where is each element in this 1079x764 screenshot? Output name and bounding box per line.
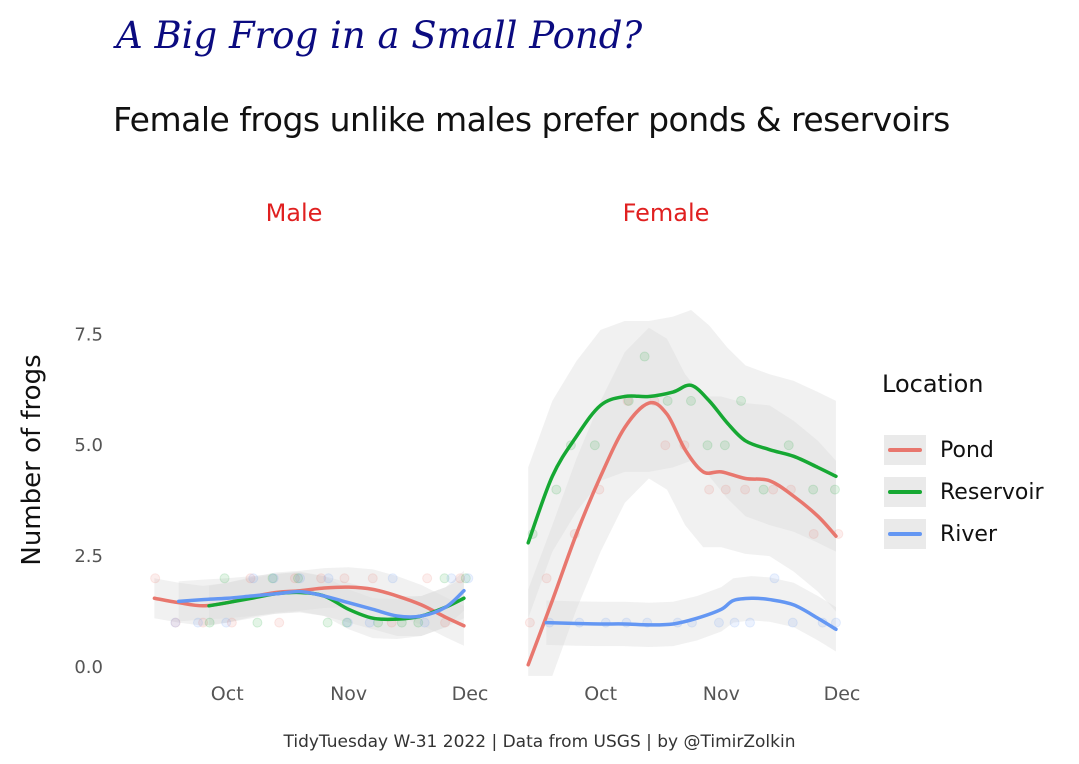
data-point-pond bbox=[720, 484, 731, 495]
data-point-river bbox=[745, 617, 756, 628]
data-point-river bbox=[713, 617, 724, 628]
data-point-reservoir bbox=[204, 617, 215, 628]
data-point-river bbox=[830, 617, 841, 628]
data-point-river bbox=[248, 573, 259, 584]
data-point-river bbox=[463, 573, 474, 584]
series-line-male-river bbox=[176, 588, 466, 619]
data-point-river bbox=[323, 573, 334, 584]
legend-label-reservoir: Reservoir bbox=[940, 479, 1044, 505]
data-point-reservoir bbox=[736, 395, 747, 406]
data-point-pond bbox=[198, 617, 209, 628]
chart-caption: TidyTuesday W-31 2022 | Data from USGS |… bbox=[283, 732, 796, 752]
confidence-band-female-pond bbox=[528, 327, 836, 676]
y-tick-label: 5.0 bbox=[74, 435, 103, 456]
x-tick-label: Dec bbox=[824, 683, 861, 705]
y-tick-label: 7.5 bbox=[74, 324, 103, 345]
y-tick-label: 0.0 bbox=[74, 657, 103, 678]
data-point-river bbox=[192, 617, 203, 628]
data-point-reservoir bbox=[551, 484, 562, 495]
legend-swatch-reservoir bbox=[888, 490, 922, 494]
confidence-band-male-reservoir bbox=[209, 572, 464, 640]
series-line-female-reservoir bbox=[526, 383, 838, 545]
data-point-pond bbox=[226, 617, 237, 628]
data-point-reservoir bbox=[783, 440, 794, 451]
data-point-reservoir bbox=[219, 573, 230, 584]
legend-key-river bbox=[884, 519, 926, 549]
x-tick-label: Nov bbox=[330, 683, 367, 705]
data-point-reservoir bbox=[341, 617, 352, 628]
data-point-pond bbox=[367, 573, 378, 584]
data-point-pond bbox=[455, 573, 466, 584]
data-point-reservoir bbox=[293, 573, 304, 584]
data-point-pond bbox=[339, 573, 350, 584]
confidence-band-female-reservoir bbox=[528, 309, 836, 619]
data-point-pond bbox=[704, 484, 715, 495]
x-tick-label: Oct bbox=[584, 683, 617, 705]
y-axis-title: Number of frogs bbox=[17, 354, 47, 565]
data-point-pond bbox=[660, 440, 671, 451]
data-point-reservoir bbox=[758, 484, 769, 495]
x-tick-label: Dec bbox=[452, 683, 489, 705]
x-tick-label: Oct bbox=[211, 683, 244, 705]
data-point-pond bbox=[541, 573, 552, 584]
facet-label-male: Male bbox=[266, 199, 323, 227]
data-point-pond bbox=[808, 528, 819, 539]
x-tick-label: Nov bbox=[703, 683, 740, 705]
data-point-pond bbox=[245, 573, 256, 584]
data-point-river bbox=[729, 617, 740, 628]
data-point-reservoir bbox=[439, 573, 450, 584]
data-point-pond bbox=[768, 484, 779, 495]
legend-item-river: River bbox=[884, 519, 997, 549]
chart-title: A Big Frog in a Small Pond? bbox=[116, 14, 643, 57]
data-point-reservoir bbox=[267, 573, 278, 584]
data-point-reservoir bbox=[719, 440, 730, 451]
data-point-river bbox=[221, 617, 232, 628]
data-point-pond bbox=[316, 573, 327, 584]
legend-label-river: River bbox=[940, 521, 997, 547]
data-point-river bbox=[342, 617, 353, 628]
y-tick-label: 2.5 bbox=[74, 546, 103, 567]
series-line-male-pond bbox=[152, 585, 466, 628]
series-line-female-river bbox=[544, 596, 838, 632]
data-point-pond bbox=[274, 617, 285, 628]
data-point-river bbox=[170, 617, 181, 628]
data-point-reservoir bbox=[808, 484, 819, 495]
confidence-band-female-river bbox=[546, 576, 836, 652]
data-point-river bbox=[295, 573, 306, 584]
chart-subtitle: Female frogs unlike males prefer ponds &… bbox=[113, 100, 950, 139]
data-point-reservoir bbox=[589, 440, 600, 451]
legend-item-pond: Pond bbox=[884, 435, 994, 465]
legend-swatch-river bbox=[888, 532, 922, 536]
data-point-river bbox=[387, 573, 398, 584]
data-point-reservoir bbox=[252, 617, 263, 628]
legend-item-reservoir: Reservoir bbox=[884, 477, 1044, 507]
data-point-pond bbox=[422, 573, 433, 584]
data-point-pond bbox=[170, 617, 181, 628]
legend-key-pond bbox=[884, 435, 926, 465]
confidence-band-male-pond bbox=[154, 567, 464, 646]
data-point-river bbox=[769, 573, 780, 584]
data-point-reservoir bbox=[460, 573, 471, 584]
data-point-reservoir bbox=[829, 484, 840, 495]
series-line-female-pond bbox=[526, 400, 838, 667]
data-point-pond bbox=[524, 617, 535, 628]
data-point-river bbox=[787, 617, 798, 628]
data-point-pond bbox=[289, 573, 300, 584]
facet-label-female: Female bbox=[623, 199, 710, 227]
data-point-pond bbox=[150, 573, 161, 584]
data-point-reservoir bbox=[685, 395, 696, 406]
data-point-river bbox=[446, 573, 457, 584]
data-point-pond bbox=[740, 484, 751, 495]
data-point-reservoir bbox=[662, 395, 673, 406]
data-point-river bbox=[419, 617, 430, 628]
legend-label-pond: Pond bbox=[940, 437, 994, 463]
legend-key-reservoir bbox=[884, 477, 926, 507]
data-point-reservoir bbox=[322, 617, 333, 628]
legend-swatch-pond bbox=[888, 448, 922, 452]
legend-title: Location bbox=[882, 370, 984, 398]
data-point-reservoir bbox=[702, 440, 713, 451]
data-point-reservoir bbox=[639, 351, 650, 362]
data-point-river bbox=[268, 573, 279, 584]
